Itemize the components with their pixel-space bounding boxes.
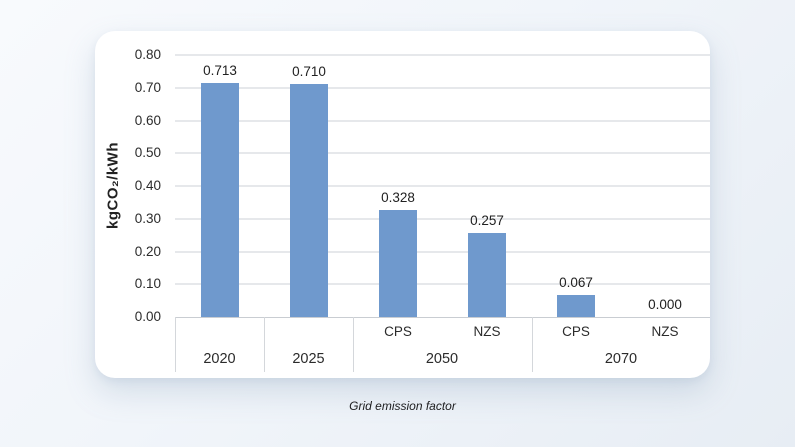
group-divider: [532, 317, 533, 372]
bar: [201, 83, 239, 317]
y-tick-label: 0.80: [134, 47, 161, 62]
bar: [379, 210, 417, 317]
y-tick-label: 0.50: [134, 145, 161, 161]
bar-value-label: 0.713: [203, 63, 237, 78]
bar: [468, 233, 506, 317]
bar-value-label: 0.328: [381, 190, 415, 205]
bar-value-label: 0.000: [648, 297, 682, 312]
group-divider: [175, 317, 176, 372]
group-label: 2020: [203, 351, 236, 367]
scenario-label: CPS: [384, 324, 412, 339]
x-axis-line: [175, 317, 710, 318]
scenario-label: NZS: [651, 324, 679, 339]
y-tick-label: 0.00: [134, 309, 161, 324]
group-label: 2050: [425, 351, 459, 367]
gridline: [175, 54, 710, 56]
gridline: [175, 250, 710, 253]
gridline: [175, 283, 710, 286]
group-divider: [264, 317, 265, 372]
bar-value-label: 0.067: [559, 275, 593, 290]
group-label: 2025: [292, 351, 325, 367]
group-divider: [353, 317, 354, 372]
chart-card: kgCO₂/kWh 0.00 0.10 0.20 0.30 0.40 0.50 0.60 0.…: [95, 31, 710, 378]
gridline: [175, 152, 710, 155]
bar: [290, 84, 328, 317]
y-axis-title: kgCO₂/kWh: [104, 142, 122, 230]
y-tick-label: 0.60: [134, 112, 161, 128]
bar-value-label: 0.710: [292, 64, 326, 79]
gridline: [175, 217, 710, 220]
bar: [557, 295, 595, 317]
y-tick-label: 0.20: [134, 243, 161, 259]
gridline: [175, 185, 710, 187]
scenario-label: CPS: [562, 324, 590, 339]
y-tick-label: 0.70: [134, 79, 161, 95]
group-label: 2070: [604, 351, 638, 367]
gridline: [175, 119, 710, 122]
chart-caption: Grid emission factor: [349, 399, 456, 413]
scenario-label: NZS: [473, 324, 501, 339]
gridline: [175, 86, 710, 89]
bar-value-label: 0.257: [470, 213, 504, 228]
y-tick-label: 0.10: [134, 276, 161, 292]
y-tick-label: 0.40: [134, 178, 161, 193]
y-tick-label: 0.30: [134, 210, 161, 226]
